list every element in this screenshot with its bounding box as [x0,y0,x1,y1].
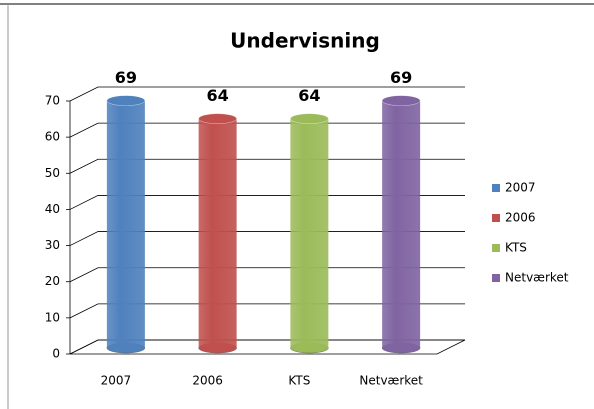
legend-label: 2007 [505,181,536,195]
grid-line [69,303,465,319]
x-tick-label: KTS [288,374,310,388]
legend-swatch [492,184,500,192]
y-tick-label: 20 [45,274,60,288]
y-tick-label: 10 [45,310,60,324]
bar-top [106,95,146,106]
grid-line [69,86,465,102]
grid-line [69,195,465,210]
y-tick-label: 40 [45,202,60,216]
bar [106,100,145,348]
grid-line [69,158,465,174]
y-tick-label: 50 [45,166,60,180]
bar-top [198,113,237,124]
bar-top [290,113,329,124]
x-tick-label: 2007 [101,374,132,388]
grid-line [69,122,465,138]
y-tick-label: 30 [45,238,60,252]
data-label: 69 [390,68,412,87]
legend-swatch [492,274,500,282]
bar [290,118,329,348]
data-label: 64 [206,86,228,105]
y-tick-label: 0 [52,347,60,361]
legend-swatch [492,244,500,252]
legend-label: KTS [505,241,527,255]
data-label: 69 [115,68,137,87]
bar [198,118,237,348]
x-tick-label: 2006 [192,374,223,388]
x-tick-label: Netværket [359,374,423,388]
legend-label: Netværket [505,271,569,285]
y-tick-label: 70 [45,94,60,108]
grid-line [69,267,465,283]
grid-line [69,231,465,246]
legend-swatch [492,214,500,222]
y-tick-label: 60 [45,130,60,144]
bar-top [381,95,421,106]
legend-label: 2006 [505,211,536,225]
bar [382,100,421,348]
data-label: 64 [298,86,320,105]
chart-title: Undervisning [230,29,380,53]
grid-line [69,339,465,355]
